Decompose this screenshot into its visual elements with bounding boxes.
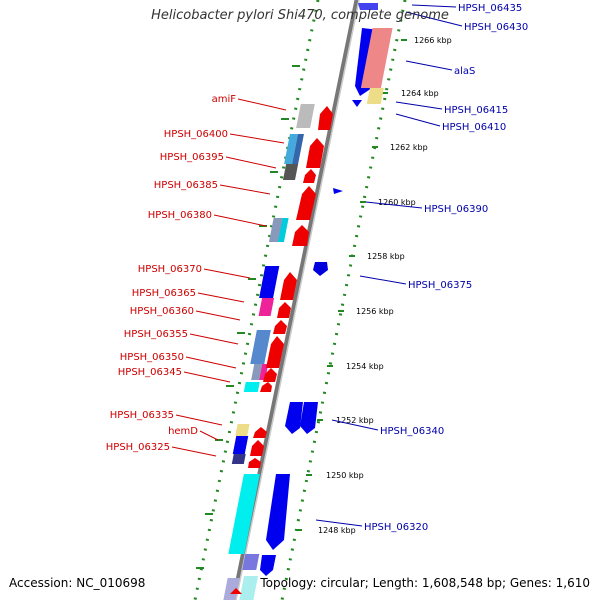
gene-arrow[interactable] <box>260 555 276 576</box>
kbp-label: 1254 kbp <box>346 362 384 371</box>
kbp-label: 1248 kbp <box>318 526 356 535</box>
gene-arrow[interactable] <box>313 262 328 276</box>
gene-arrow[interactable] <box>303 169 316 183</box>
inner-track-dashes <box>196 65 300 569</box>
gene-label-hpsh-06410[interactable]: HPSH_06410 <box>442 122 506 133</box>
gene-arrow[interactable] <box>280 272 297 300</box>
gene-label-alas[interactable]: alaS <box>454 66 475 77</box>
kbp-label: 1260 kbp <box>378 198 416 207</box>
gene-arrow[interactable] <box>248 458 261 468</box>
gene-label-hpsh-06325[interactable]: HPSH_06325 <box>106 442 170 453</box>
gene-block[interactable] <box>259 266 280 298</box>
gene-block[interactable] <box>251 364 263 380</box>
gene-label-hpsh-06415[interactable]: HPSH_06415 <box>444 105 508 116</box>
gene-label-hpsh-06380[interactable]: HPSH_06380 <box>148 210 212 221</box>
outer-dotted-rail <box>280 0 407 601</box>
gene-block[interactable] <box>277 218 289 242</box>
gene-arrow[interactable] <box>352 100 362 107</box>
kbp-label: 1256 kbp <box>356 307 394 316</box>
gene-arrow[interactable] <box>318 106 333 130</box>
gene-arrow[interactable] <box>273 320 287 334</box>
gene-arrow[interactable] <box>296 186 316 220</box>
gene-block[interactable] <box>223 578 240 600</box>
gene-label-hpsh-06355[interactable]: HPSH_06355 <box>124 329 188 340</box>
kbp-ticks <box>296 39 407 531</box>
gene-label-hpsh-06400[interactable]: HPSH_06400 <box>164 129 228 140</box>
kbp-label: 1264 kbp <box>401 89 439 98</box>
gene-arrow[interactable] <box>285 402 303 434</box>
gene-label-hpsh-06320[interactable]: HPSH_06320 <box>364 522 428 533</box>
gene-block[interactable] <box>250 330 271 364</box>
gene-arrow[interactable] <box>300 402 318 434</box>
kbp-label: 1250 kbp <box>326 471 364 480</box>
topology-text: Topology: circular; Length: 1,608,548 bp… <box>260 576 590 590</box>
gene-block[interactable] <box>232 436 249 454</box>
gene-label-hpsh-06395[interactable]: HPSH_06395 <box>160 152 224 163</box>
gene-label-hpsh-06345[interactable]: HPSH_06345 <box>118 367 182 378</box>
gene-arrow[interactable] <box>250 440 264 456</box>
gene-arrow[interactable] <box>266 474 290 550</box>
gene-label-hpsh-06370[interactable]: HPSH_06370 <box>138 264 202 275</box>
gene-arrow[interactable] <box>263 368 277 382</box>
gene-arrow[interactable] <box>306 138 324 168</box>
gene-block[interactable] <box>296 104 315 128</box>
gene-label-hpsh-06350[interactable]: HPSH_06350 <box>120 352 184 363</box>
accession-text: Accession: NC_010698 <box>9 576 146 590</box>
gene-block[interactable] <box>284 134 298 164</box>
right-gene-labels: HPSH_06435 HPSH_06430 alaS HPSH_06415 HP… <box>315 3 528 533</box>
reverse-strand-genes <box>230 104 333 594</box>
gene-arrow[interactable] <box>333 188 343 194</box>
gene-block[interactable] <box>228 474 260 554</box>
gene-label-hpsh-06390[interactable]: HPSH_06390 <box>424 204 488 215</box>
inner-dotted-rail <box>193 0 320 601</box>
gene-arrow[interactable] <box>230 588 242 594</box>
genome-title: Helicobacter pylori Shi470, complete gen… <box>151 8 449 23</box>
gene-label-hpsh-06435[interactable]: HPSH_06435 <box>458 3 522 14</box>
kbp-label: 1262 kbp <box>390 143 428 152</box>
gene-arrow[interactable] <box>277 302 291 318</box>
gene-block[interactable] <box>360 28 393 88</box>
left-gene-labels: amiF HPSH_06400 HPSH_06395 HPSH_06385 HP… <box>106 94 287 457</box>
gene-arrow[interactable] <box>292 225 309 246</box>
kbp-label: 1258 kbp <box>367 252 405 261</box>
gene-block[interactable] <box>283 164 299 180</box>
gene-block[interactable] <box>366 88 384 104</box>
gene-arrow[interactable] <box>253 427 267 438</box>
gene-block[interactable] <box>292 134 304 164</box>
kbp-label: 1252 kbp <box>336 416 374 425</box>
gene-arrow[interactable] <box>266 336 284 368</box>
genome-backbone-highlight <box>235 0 360 601</box>
gene-label-hemd[interactable]: hemD <box>168 426 198 437</box>
gene-block[interactable] <box>231 454 246 464</box>
gene-label-hpsh-06340[interactable]: HPSH_06340 <box>380 426 444 437</box>
gene-label-hpsh-06360[interactable]: HPSH_06360 <box>130 306 194 317</box>
gene-block[interactable] <box>239 576 259 600</box>
gene-label-hpsh-06375[interactable]: HPSH_06375 <box>408 280 472 291</box>
gene-block[interactable] <box>243 382 260 392</box>
gene-label-hpsh-06335[interactable]: HPSH_06335 <box>110 410 174 421</box>
gene-block[interactable] <box>235 424 250 436</box>
gene-label-hpsh-06365[interactable]: HPSH_06365 <box>132 288 196 299</box>
gene-block[interactable] <box>258 298 275 316</box>
gene-block[interactable] <box>242 554 260 570</box>
kbp-label: 1266 kbp <box>414 36 452 45</box>
forward-strand-genes <box>223 3 393 600</box>
gene-label-hpsh-06430[interactable]: HPSH_06430 <box>464 22 528 33</box>
kbp-label-group: 1266 kbp 1264 kbp 1262 kbp 1260 kbp 1258… <box>318 36 452 535</box>
gene-block[interactable] <box>259 364 269 380</box>
gene-arrow[interactable] <box>358 3 378 10</box>
gene-arrow[interactable] <box>260 382 272 392</box>
gene-label-hpsh-06385[interactable]: HPSH_06385 <box>154 180 218 191</box>
gene-label-amif[interactable]: amiF <box>212 94 237 105</box>
